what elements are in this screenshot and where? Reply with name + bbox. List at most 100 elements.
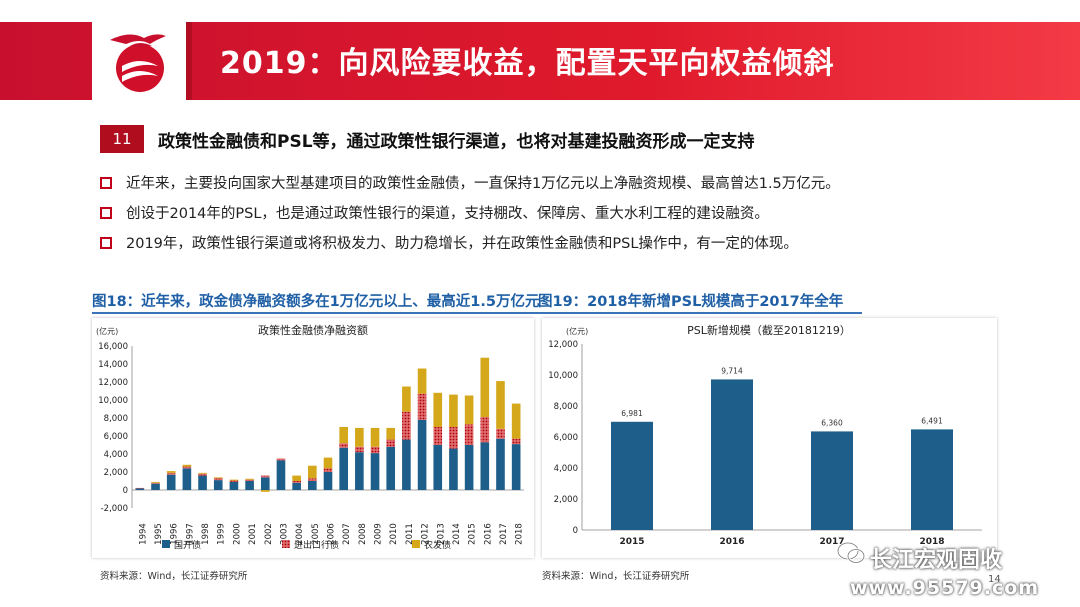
bar-cdb (308, 481, 317, 490)
bar-cdb (433, 445, 443, 490)
x-tick-label: 2007 (342, 523, 352, 545)
bar-eximbank (276, 458, 286, 461)
psl-bar (711, 379, 753, 530)
y-tick-label: -2,000 (101, 504, 128, 514)
chart-panel-left: 政策性金融债净融资额 (亿元) -2,000 0 2,000 4,000 6,000 8,00… (92, 318, 534, 558)
psl-bar (811, 431, 853, 530)
x-tick-label: 2017 (499, 523, 509, 545)
bar-cdb (402, 439, 411, 490)
data-label: 6,360 (821, 418, 843, 427)
bar-adbc (449, 394, 458, 427)
y-tick-label: 6,000 (104, 432, 128, 442)
bar-cdb (151, 483, 160, 490)
figure-18-title: 图18：近年来，政金债净融资额多在1万亿元以上、最高近1.5万亿元 (92, 294, 540, 310)
source-left: 资料来源：Wind，长江证券研究所 (100, 571, 248, 582)
figure-19-title: 图19：2018年新增PSL规模高于2017年全年 (538, 294, 844, 310)
legend-swatch (282, 540, 290, 548)
x-tick-label: 2017 (819, 537, 844, 547)
y-tick-label: 0 (573, 526, 578, 536)
y-axis-unit: (亿元) (566, 326, 588, 336)
bar-eximbank (402, 411, 411, 440)
y-tick-label: 8,000 (554, 402, 578, 412)
bar-eximbank (166, 472, 176, 475)
x-tick-label: 2018 (919, 537, 944, 547)
x-tick-label: 2001 (248, 523, 258, 545)
bar-cdb (292, 482, 301, 490)
bar-cdb (260, 477, 270, 490)
bullet-item: 2019年，政策性银行渠道或将积极发力、助力稳增长，并在政策性金融债和PSL操作… (100, 232, 798, 253)
bullet-item: 创设于2014年的PSL，也是通过政策性银行的渠道，支持棚改、保障房、重大水利工… (100, 202, 769, 223)
data-label: 6,491 (921, 416, 943, 425)
y-tick-label: 8,000 (104, 414, 128, 424)
phoenix-logo-icon (110, 34, 166, 92)
x-tick-label: 2006 (327, 523, 337, 545)
bar-adbc (417, 368, 427, 394)
square-bullet-icon (100, 177, 112, 189)
bullet-text: 2019年，政策性银行渠道或将积极发力、助力稳增长，并在政策性金融债和PSL操作… (126, 236, 798, 252)
bar-eximbank (308, 478, 317, 481)
y-tick-label: 10,000 (548, 371, 578, 381)
bar-eximbank (245, 479, 254, 481)
bar-cdb (480, 442, 490, 490)
bar-eximbank (229, 480, 239, 482)
bar-adbc (402, 386, 411, 412)
bar-adbc (511, 403, 521, 439)
x-tick-label: 1997 (185, 523, 195, 545)
bar-cdb (182, 468, 192, 490)
bar-adbc (480, 357, 490, 418)
bar-eximbank (213, 478, 223, 481)
psl-chart: PSL新增规模（截至20181219） (亿元) 0 2,000 4,000 6,000 8… (548, 323, 982, 547)
x-tick-label: 2000 (232, 523, 242, 545)
x-tick-label: 1999 (217, 523, 227, 545)
x-tick-label: 2010 (389, 523, 399, 545)
bar-eximbank (464, 424, 474, 445)
bar-adbc (433, 392, 443, 427)
bar-eximbank (182, 466, 192, 469)
bar-eximbank (480, 417, 490, 443)
legend-label: 进出口行债 (294, 539, 339, 551)
y-tick-label: 6,000 (554, 433, 578, 443)
x-tick-label: 1996 (170, 523, 180, 545)
bar-cdb (386, 446, 396, 490)
bar-adbc (292, 475, 301, 481)
bar-eximbank (511, 438, 521, 445)
bar-cdb (496, 438, 505, 490)
bar-cdb (213, 480, 223, 490)
x-tick-label: 2012 (421, 523, 431, 545)
watermark-url: www.95579.com (850, 577, 1040, 599)
x-tick-label: 2009 (374, 523, 384, 545)
page-number: 14 (988, 574, 1001, 585)
x-tick-label: 1998 (201, 523, 211, 545)
x-tick-label: 2004 (295, 523, 305, 545)
x-tick-label: 2016 (719, 537, 744, 547)
x-tick-label: 2016 (483, 523, 493, 545)
data-label: 9,714 (721, 366, 743, 375)
bar-cdb (339, 447, 348, 490)
bar-adbc (386, 427, 396, 440)
legend-swatch (412, 540, 420, 548)
bar-adbc (355, 427, 364, 447)
bar-cdb (135, 488, 145, 490)
bar-eximbank (433, 427, 443, 445)
x-tick-label: 2011 (405, 523, 415, 545)
y-tick-label: 0 (123, 486, 128, 496)
legend-label: 农发债 (424, 539, 451, 551)
bar-adbc (245, 478, 254, 480)
x-tick-label: 2015 (619, 537, 644, 547)
bar-eximbank (449, 427, 458, 449)
chart-title: PSL新增规模（截至20181219） (687, 323, 851, 337)
psl-bar (911, 429, 953, 530)
bar-cdb (276, 460, 286, 490)
psl-bar (611, 421, 653, 530)
bar-adbc (308, 465, 317, 479)
bar-adbc (464, 395, 474, 425)
legend-swatch (162, 540, 170, 548)
wechat-icon (836, 541, 866, 564)
bar-cdb (245, 481, 254, 490)
bullet-text: 创设于2014年的PSL，也是通过政策性银行的渠道，支持棚改、保障房、重大水利工… (126, 206, 769, 222)
x-tick-label: 1994 (138, 523, 148, 545)
square-bullet-icon (100, 237, 112, 249)
bar-cdb (166, 474, 176, 490)
legend-label: 国开债 (174, 539, 201, 551)
x-tick-label: 2015 (468, 523, 478, 545)
